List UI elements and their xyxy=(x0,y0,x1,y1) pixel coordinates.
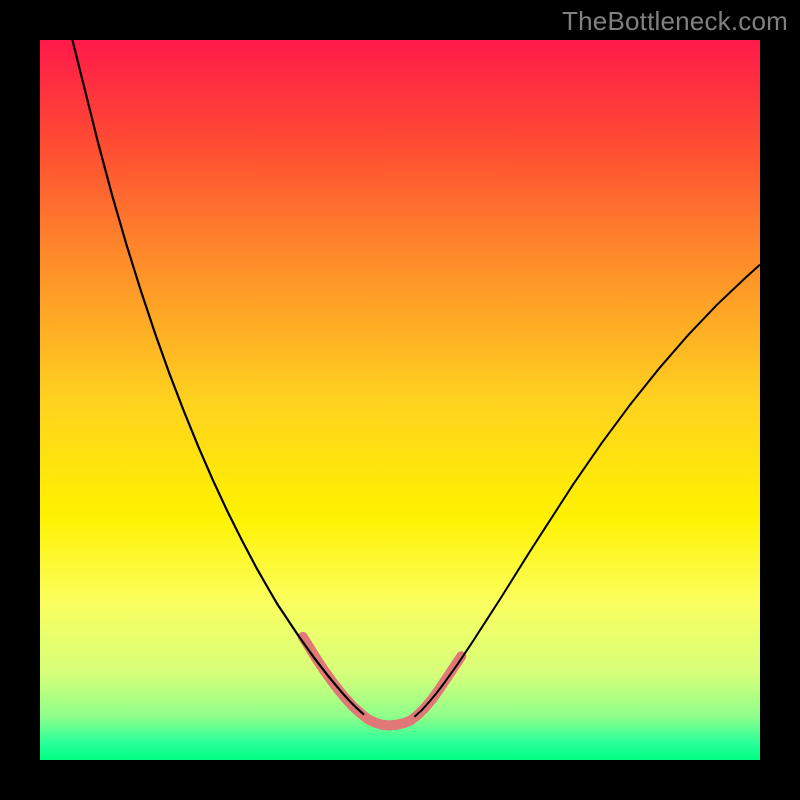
gradient-background xyxy=(40,40,760,760)
chart-frame: TheBottleneck.com xyxy=(0,0,800,800)
plot-area xyxy=(40,40,760,760)
watermark-text: TheBottleneck.com xyxy=(562,6,788,37)
chart-svg xyxy=(40,40,760,760)
